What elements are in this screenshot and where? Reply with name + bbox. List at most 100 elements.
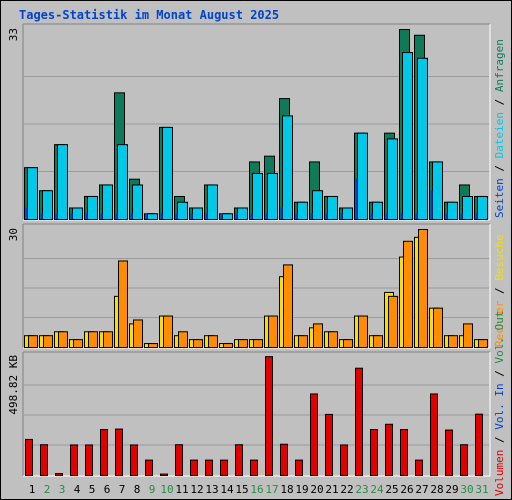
files-bar-day-29 <box>447 201 458 221</box>
sites-bar-day-3 <box>58 331 68 348</box>
volume-bar-day-21 <box>325 413 333 476</box>
bottom-panel <box>23 352 490 476</box>
x-tick-label-day-23: 23 <box>355 483 368 496</box>
files-bar-day-16 <box>252 172 263 220</box>
x-tick-label-day-25: 25 <box>385 483 398 496</box>
pages-bar-day-10 <box>160 213 163 219</box>
x-tick-label-day-26: 26 <box>400 483 413 496</box>
files-bar-day-31 <box>477 195 488 220</box>
pages-bar-day-5 <box>85 213 88 219</box>
x-tick-label-day-19: 19 <box>295 483 308 496</box>
sites-bar-day-8 <box>133 319 143 349</box>
middle-max-label: 30 <box>7 228 20 241</box>
volume-bar-day-27 <box>415 459 423 477</box>
x-tick-label-day-12: 12 <box>190 483 203 496</box>
volume-bar-day-12 <box>190 459 198 477</box>
sites-bar-day-30 <box>463 323 473 348</box>
sites-bar-day-19 <box>298 335 308 349</box>
x-tick-label-day-30: 30 <box>460 483 473 496</box>
bottom-legend-separator-2: / <box>493 364 506 384</box>
volume-bar-day-29 <box>445 429 453 476</box>
x-tick-label-day-1: 1 <box>29 483 36 496</box>
sites-bar-day-20 <box>313 323 323 348</box>
x-tick-label-day-5: 5 <box>89 483 96 496</box>
files-bar-day-19 <box>297 201 308 221</box>
files-bar-day-3 <box>57 144 68 221</box>
sites-bar-day-7 <box>118 260 128 349</box>
files-bar-day-21 <box>327 195 338 220</box>
chart-title: Tages-Statistik im Monat August 2025 <box>19 8 280 22</box>
pages-bar-day-25 <box>385 213 388 219</box>
top-legend-separator-1: / <box>493 158 506 178</box>
middle-legend: Rechner / Besuche <box>493 234 506 347</box>
sites-bar-day-21 <box>328 331 338 348</box>
sites-bar-day-27 <box>418 229 428 348</box>
x-tick-label-day-13: 13 <box>205 483 218 496</box>
x-tick-label-day-27: 27 <box>415 483 428 496</box>
sites-bar-day-14 <box>223 343 233 349</box>
x-tick-label-day-7: 7 <box>119 483 126 496</box>
sites-bar-day-26 <box>403 240 413 348</box>
sites-bar-day-31 <box>478 339 488 348</box>
volume-bar-day-31 <box>475 413 483 476</box>
sites-bar-day-28 <box>433 307 443 348</box>
pages-bar-day-16 <box>250 213 253 219</box>
files-bar-day-10 <box>162 126 173 220</box>
x-tick-label-day-11: 11 <box>175 483 188 496</box>
x-tick-label-day-4: 4 <box>74 483 81 496</box>
pages-bar-day-14 <box>220 213 223 219</box>
x-tick-label-day-6: 6 <box>104 483 111 496</box>
files-bar-day-1 <box>27 167 38 221</box>
pages-bar-day-29 <box>445 213 448 219</box>
x-tick-label-day-3: 3 <box>59 483 66 496</box>
pages-bar-day-9 <box>145 213 148 219</box>
pages-bar-day-12 <box>190 213 193 219</box>
volume-bar-day-18 <box>280 443 288 477</box>
files-bar-day-28 <box>432 161 443 220</box>
pages-bar-day-18 <box>280 207 283 219</box>
files-bar-day-23 <box>357 132 368 221</box>
sites-bar-day-25 <box>388 295 398 349</box>
pages-bar-day-30 <box>460 213 463 219</box>
x-tick-label-day-22: 22 <box>340 483 353 496</box>
volume-bar-day-3 <box>55 473 63 477</box>
volume-bar-day-23 <box>355 367 363 476</box>
x-tick-label-day-8: 8 <box>134 483 141 496</box>
volume-bar-day-14 <box>220 459 228 477</box>
top-legend: Seiten / Dateien / Anfragen <box>493 39 506 218</box>
volume-bar-day-2 <box>40 444 48 477</box>
volume-bar-day-30 <box>460 444 468 477</box>
sites-bar-day-1 <box>28 335 38 349</box>
pages-bar-day-28 <box>430 190 433 219</box>
x-tick-label-day-9: 9 <box>149 483 156 496</box>
legend-seiten: Seiten <box>493 178 506 218</box>
x-tick-label-day-14: 14 <box>220 483 234 496</box>
files-bar-day-13 <box>207 184 218 220</box>
volume-bar-day-6 <box>100 429 108 477</box>
volume-bar-day-8 <box>130 444 138 477</box>
pages-bar-day-4 <box>70 213 73 219</box>
legend-vol-out: Vol. Out <box>493 311 506 364</box>
files-bar-day-12 <box>192 207 203 220</box>
volume-bar-day-24 <box>370 429 378 477</box>
volume-bar-day-16 <box>250 459 258 477</box>
pages-bar-day-26 <box>400 213 403 219</box>
pages-bar-day-13 <box>205 213 208 219</box>
pages-bar-day-17 <box>265 213 268 219</box>
top-legend-separator-2: / <box>493 92 506 112</box>
x-tick-label-day-2: 2 <box>44 483 51 496</box>
files-bar-day-9 <box>147 213 158 221</box>
files-bar-day-14 <box>222 213 233 221</box>
x-tick-label-day-24: 24 <box>370 483 384 496</box>
files-bar-day-15 <box>237 207 248 220</box>
pages-bar-day-19 <box>295 213 298 219</box>
volume-bar-day-26 <box>400 429 408 477</box>
bottom-legend: Volumen / Vol. In / Vol. Out <box>493 311 506 496</box>
pages-bar-day-6 <box>100 213 103 219</box>
x-tick-label-day-20: 20 <box>310 483 323 496</box>
files-bar-day-27 <box>417 57 428 221</box>
sites-bar-day-16 <box>253 339 263 348</box>
legend-volumen: Volumen <box>493 450 506 496</box>
files-bar-day-18 <box>282 115 293 220</box>
